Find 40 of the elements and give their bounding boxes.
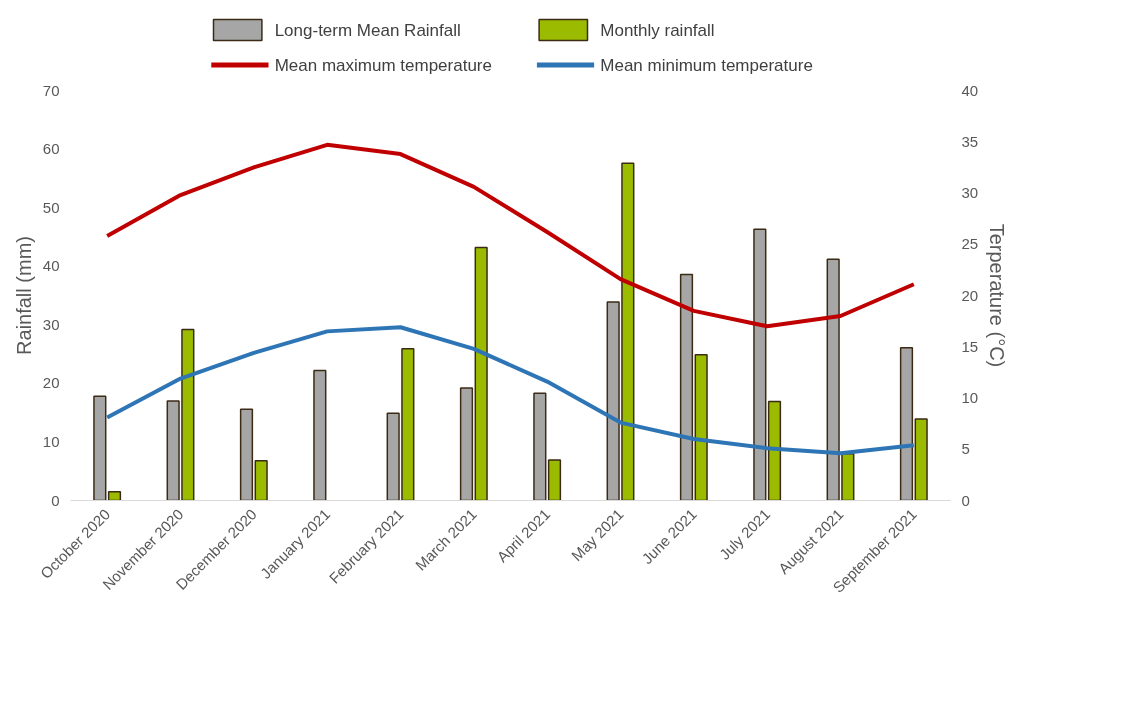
y2-tick-label: 40 [961,81,979,99]
legend-label: Long-term Mean Rainfall [274,20,461,40]
y2-tick-label: 30 [961,184,979,201]
y-tick-label: 10 [42,432,60,450]
bar [107,490,122,501]
y2-tick-label: 25 [961,235,979,253]
line-series [105,325,916,456]
bar [474,246,488,501]
y-tick-label: 20 [42,374,60,392]
bar [533,392,547,501]
y2-tick-label: 35 [961,132,979,150]
bar [313,369,327,501]
y2-tick-label: 10 [961,389,979,406]
bar [547,459,562,501]
bar [694,353,708,501]
y2-axis-title: Terperature (°C) [986,223,1009,368]
legend-label: Monthly rainfall [600,20,715,40]
bar [93,395,107,501]
y-tick-label: 40 [42,257,60,275]
bar [459,387,474,501]
bar [753,228,767,501]
y-tick-label: 70 [42,81,60,99]
y2-tick-label: 15 [961,337,979,355]
bar [914,418,928,501]
y2-tick-label: 5 [961,440,970,458]
y-tick-label: 60 [42,140,60,158]
bar [239,408,254,501]
bar [899,346,914,501]
bar [254,459,268,501]
bar [767,400,782,501]
legend-label: Mean minimum temperature [600,55,813,75]
y2-tick-label: 0 [961,491,970,509]
bar [679,273,694,501]
y2-tick-label: 20 [961,286,979,304]
y-tick-label: 30 [42,315,60,333]
y-tick-label: 50 [42,198,60,216]
legend-label: Mean maximum temperature [274,55,492,75]
y-tick-label: 0 [51,491,60,509]
line-series [105,142,916,329]
y-axis-title: Rainfall (mm) [12,236,35,355]
